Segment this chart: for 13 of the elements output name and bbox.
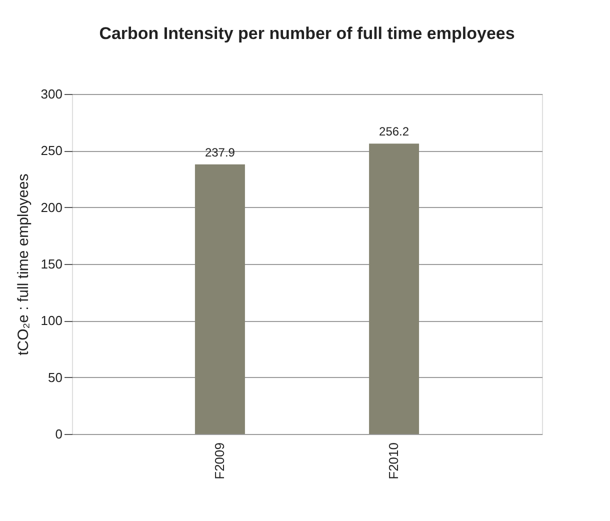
y-axis-title: tCO₂e : full time employees [14,174,32,356]
y-tick-label: 50 [48,370,62,385]
y-tick-label: 250 [40,143,62,158]
y-tick-label: 150 [40,256,62,272]
y-tick-label: 200 [40,200,62,215]
y-tick-label: 0 [55,426,62,442]
x-tick-label: F2009 [212,442,227,480]
x-tick-label: F2010 [386,442,402,480]
data-label: 256.2 [379,124,410,139]
y-tick-label: 300 [40,86,62,102]
chart-title: Carbon Intensity per number of full time employees [99,24,515,43]
y-tick-label: 100 [40,313,62,328]
data-label: 237.9 [204,145,236,160]
